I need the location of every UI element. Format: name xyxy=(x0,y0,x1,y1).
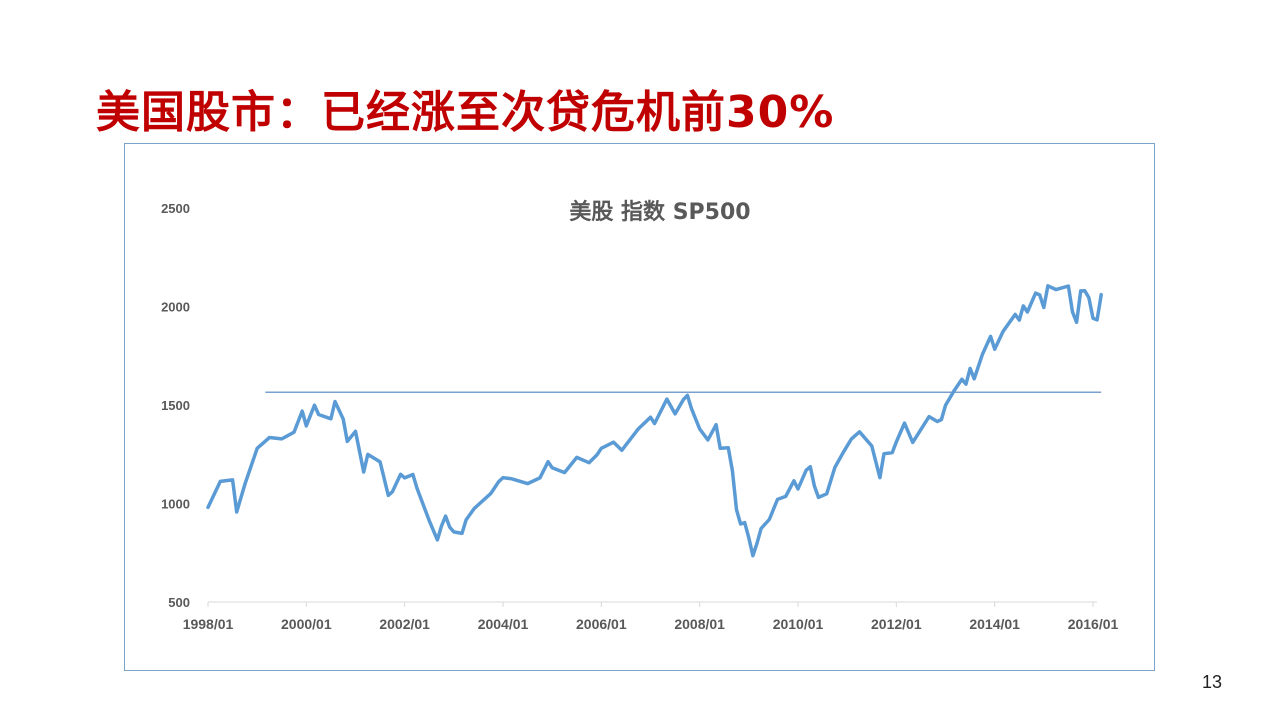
x-tick-label: 2008/01 xyxy=(674,616,725,632)
x-tick-label: 1998/01 xyxy=(183,616,234,632)
chart-frame xyxy=(124,143,1155,671)
series-line-sp500 xyxy=(206,284,1103,558)
slide-title: 美国股市：已经涨至次贷危机前30% xyxy=(96,87,835,138)
x-tick-label: 2014/01 xyxy=(969,616,1020,632)
x-tick-label: 2002/01 xyxy=(379,616,430,632)
chart-title: 美股 指数 SP500 xyxy=(569,199,750,225)
x-tick-label: 2012/01 xyxy=(871,616,922,632)
y-tick-label: 2500 xyxy=(161,201,190,216)
y-tick-label: 500 xyxy=(168,595,190,610)
x-tick-label: 2016/01 xyxy=(1068,616,1119,632)
x-tick-label: 2010/01 xyxy=(773,616,824,632)
x-tick-label: 2004/01 xyxy=(478,616,529,632)
x-tick-label: 2000/01 xyxy=(281,616,332,632)
y-tick-label: 2000 xyxy=(161,300,190,315)
page-number: 13 xyxy=(1202,672,1223,692)
y-tick-label: 1000 xyxy=(161,497,190,512)
y-tick-label: 1500 xyxy=(161,398,190,413)
x-tick-label: 2006/01 xyxy=(576,616,627,632)
